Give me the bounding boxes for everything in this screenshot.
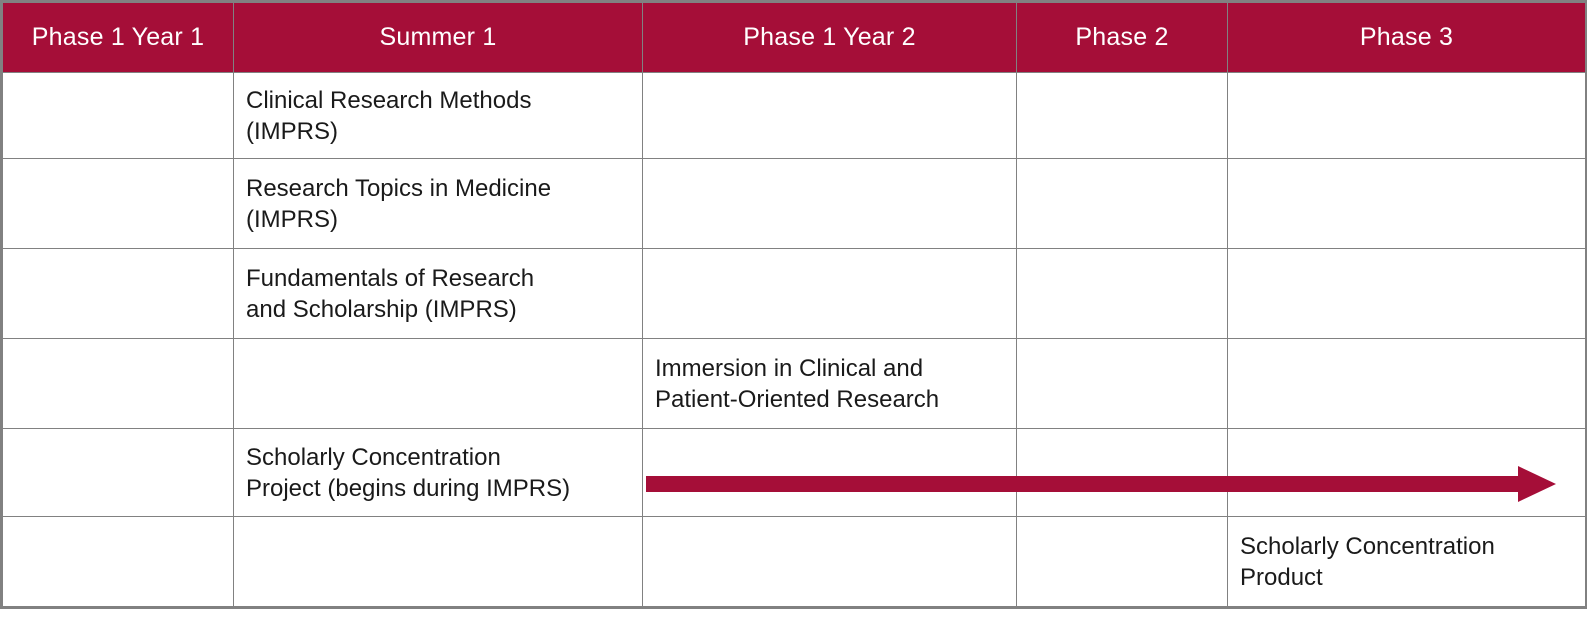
table-row: Scholarly Concentration Product xyxy=(2,516,1586,607)
column-header-phase-3: Phase 3 xyxy=(1227,2,1586,73)
table-cell-scholarly-concentration-product: Scholarly Concentration Product xyxy=(1227,516,1586,607)
table-cell xyxy=(233,338,643,429)
column-header-phase-1-year-1: Phase 1 Year 1 xyxy=(2,2,234,73)
table-cell-research-topics-in-medicine: Research Topics in Medicine (IMPRS) xyxy=(233,158,643,249)
table-cell xyxy=(642,158,1017,249)
table-row: Research Topics in Medicine (IMPRS) xyxy=(2,158,1586,249)
table-cell xyxy=(642,72,1017,159)
column-header-phase-2: Phase 2 xyxy=(1016,2,1228,73)
table-cell xyxy=(642,516,1017,607)
table-cell-scholarly-concentration-project: Scholarly Concentration Project (begins … xyxy=(233,428,643,517)
table-cell xyxy=(2,158,234,249)
table-cell xyxy=(642,248,1017,339)
column-header-phase-1-year-2: Phase 1 Year 2 xyxy=(642,2,1017,73)
table-cell xyxy=(1016,428,1228,517)
curriculum-table-grid: Phase 1 Year 1 Summer 1 Phase 1 Year 2 P… xyxy=(2,2,1586,607)
table-row: Immersion in Clinical and Patient-Orient… xyxy=(2,338,1586,429)
table-cell xyxy=(1227,428,1586,517)
table-cell-immersion-clinical-research: Immersion in Clinical and Patient-Orient… xyxy=(642,338,1017,429)
table-cell xyxy=(2,338,234,429)
table-cell xyxy=(1016,248,1228,339)
table-cell xyxy=(1227,248,1586,339)
column-header-summer-1: Summer 1 xyxy=(233,2,643,73)
table-row: Clinical Research Methods (IMPRS) xyxy=(2,72,1586,159)
table-cell xyxy=(1016,72,1228,159)
table-cell xyxy=(1016,158,1228,249)
table-cell-fundamentals-of-research: Fundamentals of Research and Scholarship… xyxy=(233,248,643,339)
table-row: Fundamentals of Research and Scholarship… xyxy=(2,248,1586,339)
table-cell xyxy=(1227,158,1586,249)
header-row: Phase 1 Year 1 Summer 1 Phase 1 Year 2 P… xyxy=(2,2,1586,73)
table-cell-clinical-research-methods: Clinical Research Methods (IMPRS) xyxy=(233,72,643,159)
table-row: Scholarly Concentration Project (begins … xyxy=(2,428,1586,517)
table-cell xyxy=(1016,516,1228,607)
table-cell xyxy=(2,248,234,339)
table-cell xyxy=(2,428,234,517)
table-cell xyxy=(1227,338,1586,429)
table-cell xyxy=(1227,72,1586,159)
table-cell xyxy=(642,428,1017,517)
table-cell xyxy=(1016,338,1228,429)
table-cell xyxy=(2,516,234,607)
table-cell xyxy=(233,516,643,607)
table-cell xyxy=(2,72,234,159)
